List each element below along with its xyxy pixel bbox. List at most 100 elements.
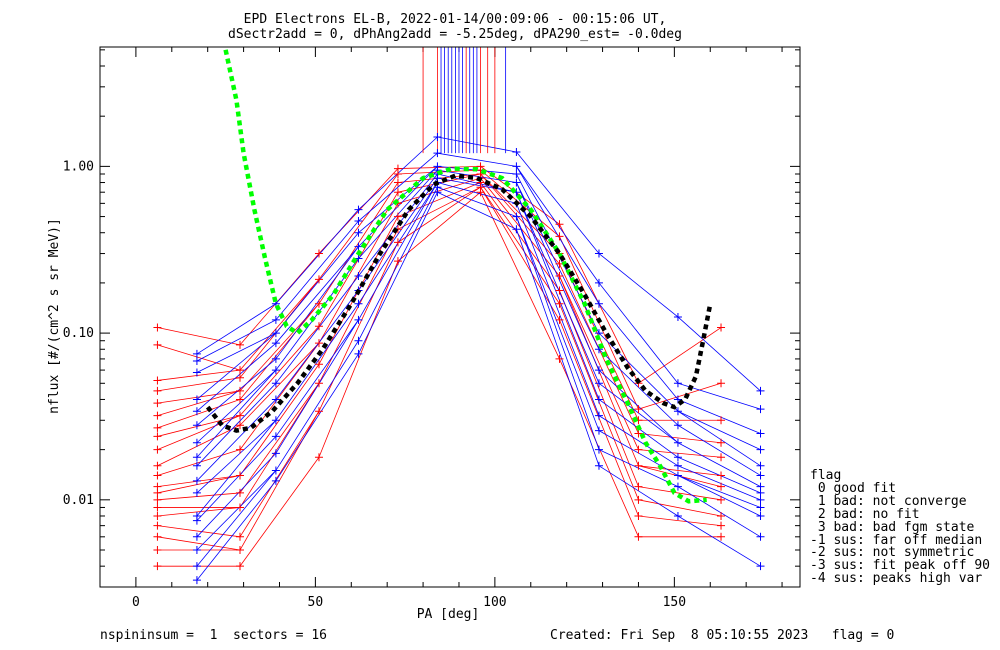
blue-spectrum-line	[358, 182, 438, 321]
blue-spectrum-line	[598, 415, 679, 467]
red-data-point	[393, 238, 402, 247]
blue-data-point	[756, 488, 765, 497]
blue-data-point	[192, 368, 201, 377]
red-spectrum-line	[318, 261, 399, 458]
blue-data-point	[512, 178, 521, 187]
blue-spectrum-line	[196, 369, 277, 458]
blue-data-point	[594, 445, 603, 454]
blue-spectrum-line	[598, 253, 679, 318]
blue-data-point	[354, 315, 363, 324]
blue-spectrum-line	[275, 246, 359, 344]
blue-spectrum-line	[196, 358, 277, 426]
blue-spectrum-line	[598, 303, 679, 400]
blue-spectrum-line	[358, 152, 438, 222]
red-spectrum-line	[239, 325, 320, 416]
y-axis-label: nflux [#/(cm^2 s sr MeV)]	[47, 218, 62, 414]
blue-data-point	[756, 445, 765, 454]
red-spectrum-line	[480, 173, 560, 265]
red-data-point	[717, 511, 726, 520]
legend-entry: 0 good fit	[810, 480, 897, 496]
red-data-point	[236, 471, 244, 480]
blue-data-point	[271, 366, 280, 375]
blue-spectrum-line	[196, 369, 277, 444]
legend-entry: 2 bad: no fit	[810, 506, 920, 522]
red-spectrum-line	[157, 390, 241, 404]
red-spectrum-line	[480, 192, 560, 360]
red-data-point	[314, 407, 323, 416]
red-data-point	[153, 461, 162, 470]
blue-data-point	[673, 471, 682, 480]
red-data-point	[153, 399, 162, 408]
blue-spectrum-line	[677, 442, 761, 487]
blue-data-point	[354, 228, 363, 237]
blue-spectrum-line	[275, 290, 359, 400]
red-data-point	[476, 188, 485, 197]
blue-data-point	[433, 188, 442, 197]
red-spectrum-line	[239, 457, 320, 567]
blue-spectrum-line	[196, 332, 277, 373]
blue-data-point	[673, 312, 682, 321]
blue-spectrum-line	[437, 191, 517, 230]
red-data-point	[236, 373, 244, 382]
blue-data-point	[192, 421, 201, 430]
blue-spectrum-line	[196, 480, 277, 581]
blue-data-point	[594, 366, 603, 375]
blue-data-point	[512, 170, 521, 179]
red-data-point	[153, 495, 162, 504]
red-spectrum-line	[638, 327, 722, 384]
blue-data-point	[192, 438, 201, 447]
red-data-point	[153, 386, 162, 395]
red-data-point	[153, 323, 162, 332]
red-data-point	[314, 322, 323, 331]
blue-spectrum-line	[677, 475, 761, 508]
red-data-point	[717, 416, 726, 425]
red-spectrum-line	[638, 433, 722, 444]
blue-data-point	[673, 421, 682, 430]
x-tick-label: 0	[132, 595, 140, 610]
blue-data-point	[756, 429, 765, 438]
blue-spectrum-line	[196, 342, 277, 412]
blue-spectrum-line	[437, 182, 517, 204]
blue-data-point	[512, 225, 521, 234]
blue-spectrum-line	[437, 152, 517, 167]
red-spectrum-line	[239, 411, 320, 538]
red-data-point	[717, 453, 726, 462]
red-data-point	[634, 405, 643, 414]
red-data-point	[555, 299, 564, 308]
blue-data-point	[192, 546, 201, 555]
red-spectrum-line	[318, 173, 399, 280]
blue-data-point	[192, 461, 201, 470]
legend-title: flag	[810, 468, 842, 483]
red-spectrum-line	[157, 536, 241, 551]
blue-data-point	[594, 411, 603, 420]
blue-data-point	[192, 516, 201, 525]
legend-entry: -2 sus: not symmetric	[810, 545, 975, 561]
red-data-point	[314, 275, 323, 284]
red-data-point	[717, 532, 726, 541]
blue-data-point	[192, 532, 201, 541]
blue-data-point	[354, 205, 363, 214]
blue-data-point	[192, 453, 201, 462]
blue-data-point	[271, 432, 280, 441]
red-data-point	[393, 257, 402, 266]
legend-items: 0 good fit 1 bad: not converge 2 bad: no…	[810, 480, 991, 586]
blue-data-point	[594, 426, 603, 435]
blue-spectrum-line	[275, 232, 359, 334]
red-data-point	[555, 286, 564, 295]
blue-spectrum-line	[677, 424, 761, 476]
blue-data-point	[192, 357, 201, 366]
blue-spectrum-line	[516, 192, 600, 384]
red-spectrum-line	[638, 465, 722, 476]
blue-data-point	[354, 299, 363, 308]
red-spectrum-line	[559, 275, 639, 450]
blue-data-point	[756, 405, 765, 414]
red-spectrum-line	[397, 182, 481, 217]
legend-entry: -3 sus: fit peak off 90	[810, 558, 991, 574]
blue-data-point	[271, 449, 280, 458]
red-data-point	[393, 178, 402, 187]
blue-spectrum-line	[275, 220, 359, 321]
blue-spectrum-line	[516, 151, 600, 254]
red-data-point	[555, 315, 564, 324]
blue-spectrum-line	[275, 275, 359, 384]
blue-data-point	[756, 503, 765, 512]
